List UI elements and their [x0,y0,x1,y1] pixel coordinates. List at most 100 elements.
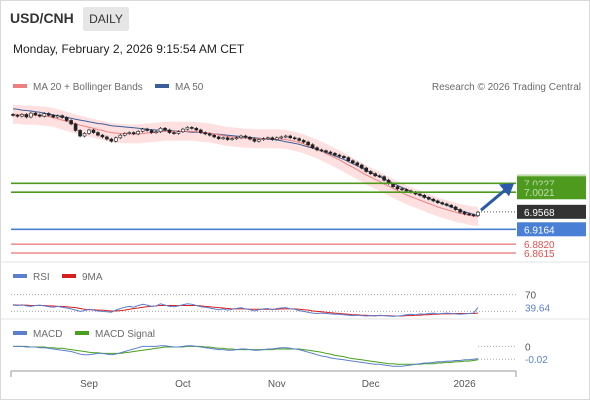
candle [185,126,190,131]
candle-body [333,153,337,156]
candle [453,205,458,211]
candle-body [149,130,154,133]
candle-body [283,135,288,138]
candle-body [435,200,440,203]
target-arrow-shaft [480,188,507,212]
candle-body [364,167,369,172]
rsi-ma-legend-label: 9MA [82,272,103,283]
candle-body [234,137,239,140]
period-badge[interactable]: DAILY [83,7,129,31]
candle [449,203,453,209]
candle-body [252,138,257,142]
ma20-legend-swatch [13,84,27,88]
candle [279,135,284,140]
candle-body [404,189,409,192]
candle [167,128,172,134]
ma20-legend-label: MA 20 + Bollinger Bands [33,82,143,93]
candle-body [158,127,163,133]
candle [82,132,87,138]
candle-body [368,171,373,174]
candle [91,128,96,134]
candle [158,126,163,134]
candle [400,187,404,191]
candle [140,127,145,133]
price-tag-text: 6.9164 [524,225,555,236]
candle-body [122,133,127,136]
price-tag-resistance: 7.0021 [517,185,586,200]
candle-body [462,211,467,215]
candle [319,148,324,153]
candle [310,143,315,150]
candle [127,131,132,135]
candle-body [476,211,480,216]
target-arrowhead [499,183,514,197]
candle [230,137,234,141]
candle-body [198,129,203,133]
candle [306,140,310,146]
candle-body [105,136,109,140]
candle-body [422,194,427,198]
x-tick-label: Sep [80,379,98,390]
candle [176,130,181,135]
candle [458,208,462,214]
x-tick-label: 2026 [453,379,476,390]
price-tag-bg [517,185,586,200]
candle [266,136,270,140]
candle-body [55,115,60,118]
bollinger-band-area [13,104,478,226]
candle [207,132,212,137]
candle-body [33,112,38,116]
candle [382,175,386,182]
candle-body [230,138,234,140]
candle-body [109,138,114,142]
candle [359,163,364,170]
candle-body [64,117,69,121]
candle [225,136,230,141]
candle [440,201,445,206]
candle-body [395,186,400,190]
candle [51,114,56,119]
candle-body [212,134,217,138]
price-tag-support: 6.9164 [517,222,586,237]
candle [221,136,225,140]
candle [427,196,431,201]
candle [11,113,15,117]
candle [122,132,127,137]
candle [114,136,118,143]
candle [194,126,199,132]
level-label-red: 6.8820 [524,240,555,251]
candle-body [288,135,293,139]
candle-body [154,131,158,134]
candle-body [266,137,270,140]
candle-body [69,120,73,125]
candle-body [279,136,284,139]
candle-body [319,149,324,152]
candle [355,161,360,167]
price-tag-last: 6.9568 [517,204,586,219]
candle-body [163,127,167,131]
candle [373,172,377,178]
ma50-legend-label: MA 50 [175,82,204,93]
candle-body [194,127,199,131]
candle [252,137,257,143]
timestamp: Monday, February 2, 2026 9:15:54 AM CET [13,42,245,56]
candle [96,131,100,137]
candle-body [91,129,96,133]
candle-body [60,115,64,118]
rsi-label-70: 70 [525,291,537,302]
candle [100,133,105,139]
level-label-red: 6.8615 [524,249,555,260]
candle [216,135,221,140]
candle [315,146,319,152]
candle-body [444,203,449,206]
macd-legend-label: MACD [33,329,62,340]
candle-body [20,114,24,117]
price-tag-bg [517,222,586,237]
candle [257,138,261,143]
rsi-legend-swatch [13,274,27,278]
candle-body [15,114,20,117]
candle [109,137,114,143]
candle [46,112,51,117]
